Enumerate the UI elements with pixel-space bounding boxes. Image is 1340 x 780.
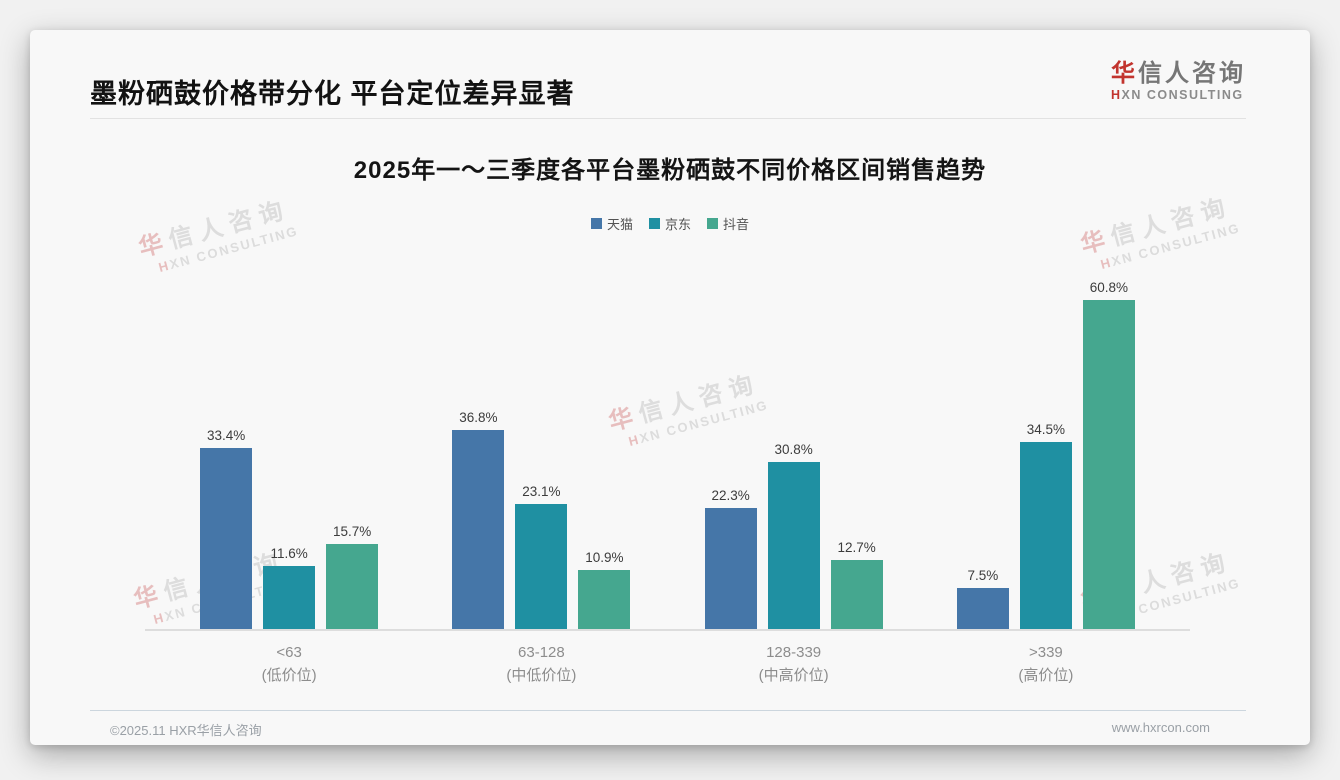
bar-京东 xyxy=(263,566,316,629)
bar-value-label: 10.9% xyxy=(585,550,624,565)
legend-item: 抖音 xyxy=(707,214,749,233)
bar-group: 36.8% 23.1% 10.9% 63-128 (中低价位) xyxy=(452,269,631,687)
brand-name-en: HXN CONSULTING xyxy=(1111,87,1244,102)
bar-group: 7.5% 34.5% 60.8% >339 (高价位) xyxy=(956,269,1135,687)
x-axis-label: >339 (高价位) xyxy=(1018,642,1073,687)
legend-label: 京东 xyxy=(664,217,691,232)
x-axis-sublabel: (高价位) xyxy=(1018,666,1074,684)
bar-天猫 xyxy=(200,448,253,629)
footer-divider xyxy=(90,710,1246,711)
legend-swatch xyxy=(648,218,660,229)
brand-watermark: 华信人咨询 HXN CONSULTING xyxy=(135,195,300,275)
bar-column: 30.8% xyxy=(767,269,820,629)
legend-label: 抖音 xyxy=(723,217,750,232)
brand-name-cn: 华信人咨询 xyxy=(1111,60,1246,87)
bar-value-label: 34.5% xyxy=(1026,422,1066,437)
legend-item: 京东 xyxy=(648,214,691,233)
bar-value-label: 30.8% xyxy=(774,442,813,457)
bar-天猫 xyxy=(704,508,757,629)
slide-card: 华信人咨询 HXN CONSULTING 华信人咨询 HXN CONSULTIN… xyxy=(30,30,1310,745)
bar-京东 xyxy=(1019,442,1072,629)
bar-column: 7.5% xyxy=(956,269,1009,629)
bar-column: 22.3% xyxy=(704,269,757,629)
bar-column: 23.1% xyxy=(515,269,568,629)
legend-label: 天猫 xyxy=(606,217,633,232)
page-title: 墨粉硒鼓价格带分化 平台定位差异显著 xyxy=(90,79,575,109)
bar-group: 22.3% 30.8% 12.7% 128-339 (中高价位) xyxy=(704,269,883,687)
brand-logo: 华信人咨询 HXN CONSULTING xyxy=(1111,60,1246,102)
bar-value-label: 7.5% xyxy=(967,568,999,583)
bar-value-label: 23.1% xyxy=(522,484,561,499)
bar-value-label: 36.8% xyxy=(459,410,498,425)
x-axis-line xyxy=(145,629,1190,631)
chart-legend: 天猫 京东 抖音 xyxy=(30,214,1310,233)
chart-title: 2025年一～三季度各平台墨粉硒鼓不同价格区间销售趋势 xyxy=(353,157,987,184)
legend-item: 天猫 xyxy=(590,214,633,233)
bar-groups: 33.4% 11.6% 15.7% <63 (低价位) 36.8% 23.1% 10.9% 63… xyxy=(163,269,1172,687)
bar-抖音 xyxy=(830,560,883,629)
bar-column: 15.7% xyxy=(326,269,379,629)
bar-column: 33.4% xyxy=(200,269,253,629)
bar-抖音 xyxy=(578,570,631,629)
bar-column: 11.6% xyxy=(263,269,316,629)
x-axis-label: <63 (低价位) xyxy=(262,642,317,687)
bar-value-label: 22.3% xyxy=(711,488,750,503)
bar-抖音 xyxy=(326,544,379,629)
bar-天猫 xyxy=(452,430,505,629)
bar-value-label: 15.7% xyxy=(332,524,372,539)
x-axis-sublabel: (中低价位) xyxy=(506,666,577,684)
header-divider xyxy=(90,118,1246,119)
legend-swatch xyxy=(590,218,602,229)
bar-value-label: 11.6% xyxy=(270,546,308,561)
bar-京东 xyxy=(767,462,820,629)
plot-area: 33.4% 11.6% 15.7% <63 (低价位) 36.8% 23.1% 10.9% 63… xyxy=(145,269,1190,687)
bar-天猫 xyxy=(956,588,1009,629)
bar-group: 33.4% 11.6% 15.7% <63 (低价位) xyxy=(200,269,379,687)
bar-column: 60.8% xyxy=(1082,269,1135,629)
x-axis-label: 63-128 (中低价位) xyxy=(506,642,576,687)
legend-swatch xyxy=(707,218,718,229)
bar-京东 xyxy=(515,504,568,629)
bar-抖音 xyxy=(1082,300,1135,629)
bar-value-label: 12.7% xyxy=(837,540,876,555)
x-axis-sublabel: (中高价位) xyxy=(758,666,829,684)
bar-value-label: 33.4% xyxy=(206,428,246,443)
x-axis-label: 128-339 (中高价位) xyxy=(759,642,829,687)
bar-column: 10.9% xyxy=(578,269,631,629)
footer-copyright: ©2025.11 HXR华信人咨询 xyxy=(110,723,262,738)
x-axis-sublabel: (低价位) xyxy=(261,666,317,684)
bar-value-label: 60.8% xyxy=(1089,280,1129,295)
bar-column: 36.8% xyxy=(452,269,505,629)
footer-url: www.hxrcon.com xyxy=(1111,720,1210,735)
bar-column: 34.5% xyxy=(1019,269,1072,629)
bar-column: 12.7% xyxy=(830,269,883,629)
